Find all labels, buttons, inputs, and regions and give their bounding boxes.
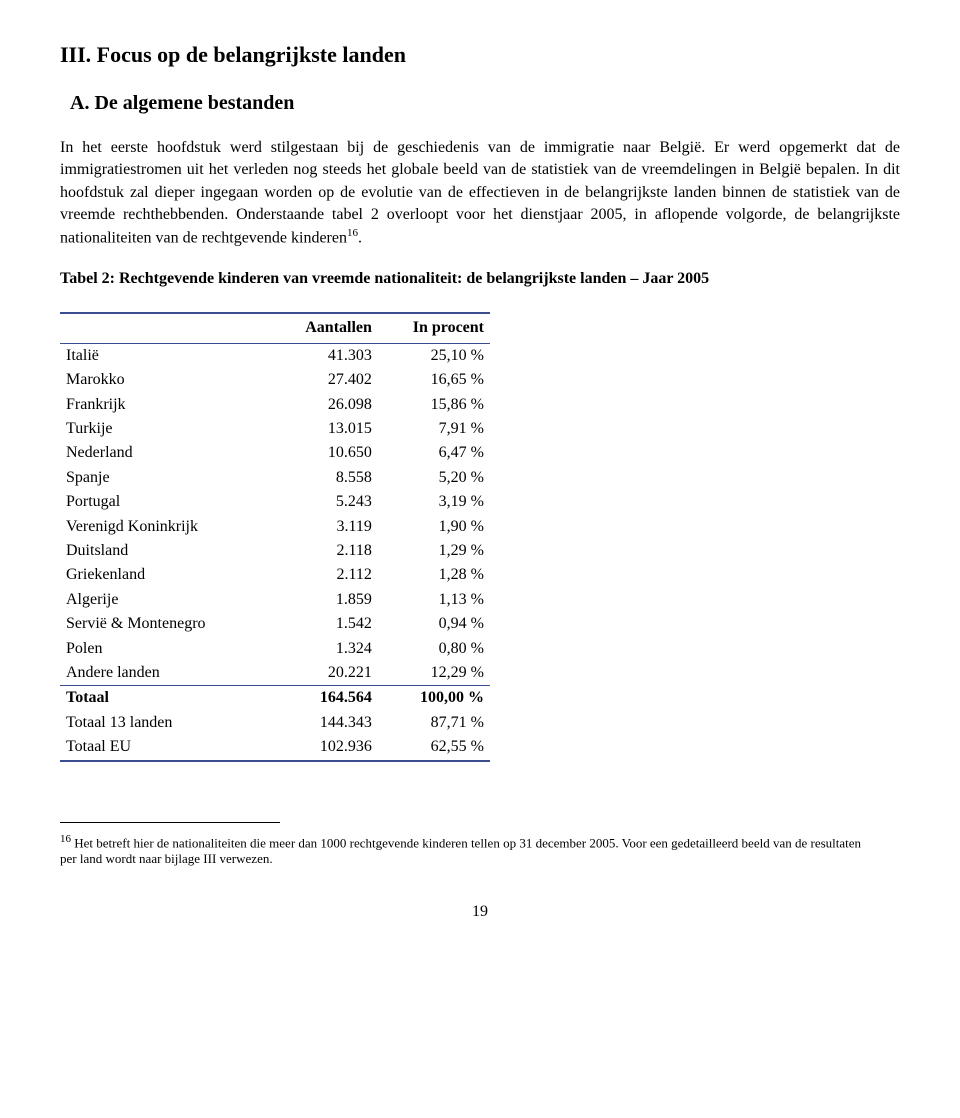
- table-row: Italië41.30325,10 %: [60, 343, 490, 368]
- cell-count: 13.015: [272, 417, 378, 441]
- cell-count: 5.243: [272, 490, 378, 514]
- cell-count: 3.119: [272, 515, 378, 539]
- cell-count: 2.112: [272, 563, 378, 587]
- cell-percent: 0,80 %: [378, 637, 490, 661]
- cell-country: Algerije: [60, 588, 272, 612]
- table-row: Nederland10.6506,47 %: [60, 441, 490, 465]
- cell-country: Portugal: [60, 490, 272, 514]
- cell-percent: 3,19 %: [378, 490, 490, 514]
- cell-percent: 25,10 %: [378, 343, 490, 368]
- table-row: Turkije13.0157,91 %: [60, 417, 490, 441]
- cell-country: Totaal 13 landen: [60, 711, 272, 735]
- cell-country: Marokko: [60, 368, 272, 392]
- cell-count: 1.542: [272, 612, 378, 636]
- table-row: Totaal164.564100,00 %: [60, 686, 490, 711]
- table-row: Portugal5.2433,19 %: [60, 490, 490, 514]
- cell-country: Duitsland: [60, 539, 272, 563]
- cell-count: 102.936: [272, 735, 378, 760]
- table-row: Polen1.3240,80 %: [60, 637, 490, 661]
- cell-percent: 1,13 %: [378, 588, 490, 612]
- cell-percent: 100,00 %: [378, 686, 490, 711]
- cell-country: Servië & Montenegro: [60, 612, 272, 636]
- section-heading: III. Focus op de belangrijkste landen: [60, 40, 900, 71]
- cell-count: 27.402: [272, 368, 378, 392]
- cell-percent: 62,55 %: [378, 735, 490, 760]
- cell-count: 10.650: [272, 441, 378, 465]
- cell-count: 164.564: [272, 686, 378, 711]
- table-row: Griekenland2.1121,28 %: [60, 563, 490, 587]
- footnote: 16 Het betreft hier de nationaliteiten d…: [60, 833, 880, 868]
- footnote-text: Het betreft hier de nationaliteiten die …: [60, 835, 861, 866]
- cell-percent: 6,47 %: [378, 441, 490, 465]
- table-row: Marokko27.40216,65 %: [60, 368, 490, 392]
- cell-country: Turkije: [60, 417, 272, 441]
- table-caption: Tabel 2: Rechtgevende kinderen van vreem…: [60, 268, 900, 290]
- paragraph-tail: .: [358, 230, 362, 247]
- table-row: Andere landen20.22112,29 %: [60, 661, 490, 686]
- body-paragraph: In het eerste hoofdstuk werd stilgestaan…: [60, 137, 900, 250]
- cell-percent: 16,65 %: [378, 368, 490, 392]
- table-row: Duitsland2.1181,29 %: [60, 539, 490, 563]
- table-row: Spanje8.5585,20 %: [60, 466, 490, 490]
- table-row: Verenigd Koninkrijk3.1191,90 %: [60, 515, 490, 539]
- cell-percent: 5,20 %: [378, 466, 490, 490]
- table-row: Frankrijk26.09815,86 %: [60, 393, 490, 417]
- cell-count: 26.098: [272, 393, 378, 417]
- cell-country: Totaal: [60, 686, 272, 711]
- footnote-rule: [60, 822, 280, 829]
- cell-percent: 1,90 %: [378, 515, 490, 539]
- cell-percent: 1,29 %: [378, 539, 490, 563]
- cell-country: Spanje: [60, 466, 272, 490]
- subsection-heading: A. De algemene bestanden: [70, 89, 900, 117]
- table-row: Servië & Montenegro1.5420,94 %: [60, 612, 490, 636]
- table-row: Algerije1.8591,13 %: [60, 588, 490, 612]
- cell-count: 1.859: [272, 588, 378, 612]
- col-header-percent: In procent: [378, 313, 490, 343]
- cell-country: Totaal EU: [60, 735, 272, 760]
- col-header-country: [60, 313, 272, 343]
- cell-count: 2.118: [272, 539, 378, 563]
- table-row: Totaal EU102.93662,55 %: [60, 735, 490, 760]
- cell-country: Italië: [60, 343, 272, 368]
- data-table: Aantallen In procent Italië41.30325,10 %…: [60, 312, 490, 761]
- cell-country: Griekenland: [60, 563, 272, 587]
- cell-count: 41.303: [272, 343, 378, 368]
- cell-country: Frankrijk: [60, 393, 272, 417]
- cell-count: 144.343: [272, 711, 378, 735]
- cell-percent: 12,29 %: [378, 661, 490, 686]
- col-header-count: Aantallen: [272, 313, 378, 343]
- footnote-number: 16: [60, 833, 71, 845]
- table-header-row: Aantallen In procent: [60, 313, 490, 343]
- cell-country: Polen: [60, 637, 272, 661]
- cell-country: Verenigd Koninkrijk: [60, 515, 272, 539]
- cell-percent: 15,86 %: [378, 393, 490, 417]
- cell-percent: 1,28 %: [378, 563, 490, 587]
- cell-country: Nederland: [60, 441, 272, 465]
- cell-count: 8.558: [272, 466, 378, 490]
- paragraph-text: In het eerste hoofdstuk werd stilgestaan…: [60, 139, 900, 247]
- cell-percent: 7,91 %: [378, 417, 490, 441]
- cell-country: Andere landen: [60, 661, 272, 686]
- page-number: 19: [60, 901, 900, 923]
- cell-count: 1.324: [272, 637, 378, 661]
- cell-count: 20.221: [272, 661, 378, 686]
- footnote-ref: 16: [347, 227, 358, 239]
- table-row: Totaal 13 landen144.34387,71 %: [60, 711, 490, 735]
- cell-percent: 87,71 %: [378, 711, 490, 735]
- table-body: Italië41.30325,10 %Marokko27.40216,65 %F…: [60, 343, 490, 760]
- cell-percent: 0,94 %: [378, 612, 490, 636]
